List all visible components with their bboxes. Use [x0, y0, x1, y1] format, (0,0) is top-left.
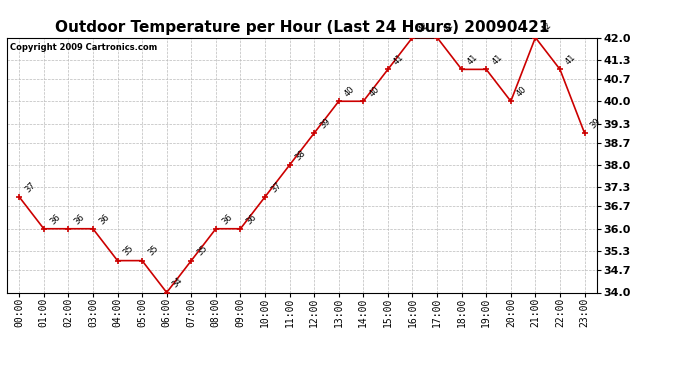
Text: 41: 41	[564, 53, 578, 67]
Text: 42: 42	[540, 21, 553, 35]
Text: 36: 36	[72, 212, 86, 226]
Text: 39: 39	[589, 117, 602, 130]
Text: 36: 36	[244, 212, 259, 226]
Text: 42: 42	[417, 21, 431, 35]
Text: 40: 40	[343, 85, 357, 99]
Text: 39: 39	[318, 117, 332, 130]
Text: 35: 35	[195, 244, 209, 258]
Text: 35: 35	[146, 244, 160, 258]
Text: 37: 37	[23, 180, 37, 194]
Text: 41: 41	[392, 53, 406, 67]
Text: 41: 41	[491, 53, 504, 67]
Text: 42: 42	[441, 21, 455, 35]
Text: 40: 40	[368, 85, 382, 99]
Text: 35: 35	[121, 244, 135, 258]
Text: 40: 40	[515, 85, 529, 99]
Title: Outdoor Temperature per Hour (Last 24 Hours) 20090421: Outdoor Temperature per Hour (Last 24 Ho…	[55, 20, 549, 35]
Text: 36: 36	[97, 212, 111, 226]
Text: 36: 36	[48, 212, 62, 226]
Text: 34: 34	[171, 276, 185, 290]
Text: 37: 37	[269, 180, 283, 194]
Text: 36: 36	[220, 212, 234, 226]
Text: Copyright 2009 Cartronics.com: Copyright 2009 Cartronics.com	[10, 43, 157, 52]
Text: 38: 38	[294, 148, 308, 162]
Text: 41: 41	[466, 53, 480, 67]
